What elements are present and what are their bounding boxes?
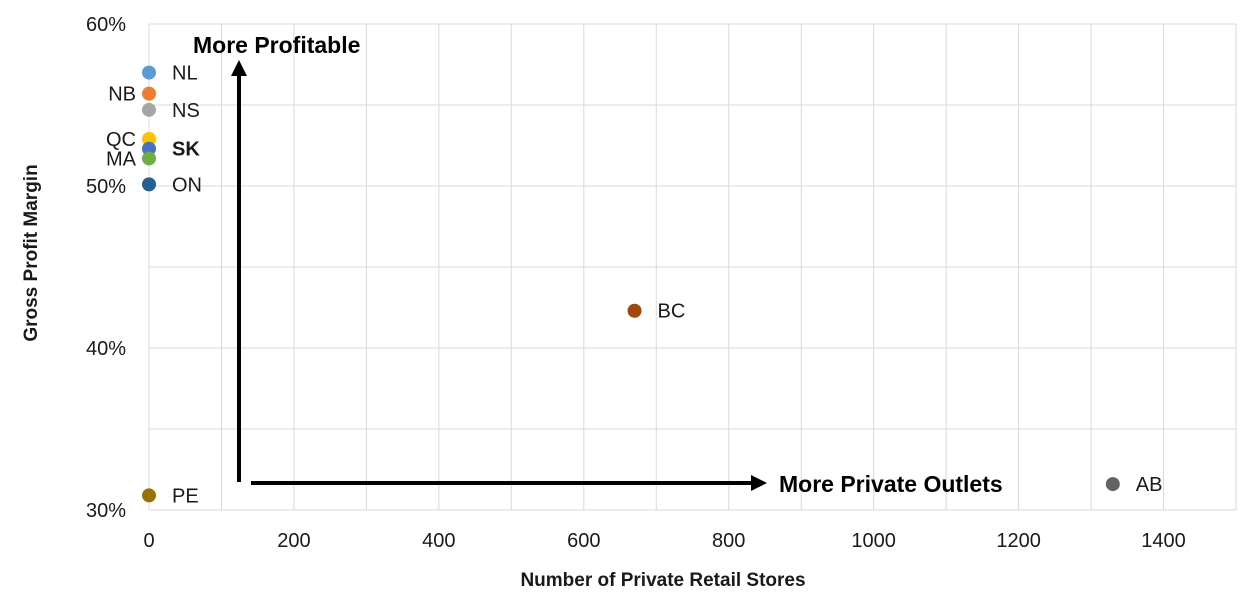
annotation-arrows	[231, 60, 767, 491]
y-tick-label: 50%	[86, 176, 126, 198]
up-arrow-head	[231, 60, 247, 76]
right-arrow-head	[751, 475, 767, 491]
x-tick-label: 1200	[996, 530, 1041, 552]
label-nl: NL	[172, 63, 198, 85]
y-tick-label: 40%	[86, 338, 126, 360]
x-axis-title: Number of Private Retail Stores	[520, 570, 805, 591]
label-qc: QC	[106, 129, 136, 151]
y-tick-label: 30%	[86, 500, 126, 522]
point-ns	[142, 102, 156, 117]
point-ab	[1105, 477, 1120, 492]
x-tick-label: 1000	[851, 530, 896, 552]
y-tick-label: 60%	[86, 14, 126, 36]
x-tick-label: 200	[277, 530, 310, 552]
y-tick-labels: 30% 40% 50% 60%	[86, 14, 126, 522]
grid-lines	[148, 23, 1237, 511]
point-nb	[142, 86, 156, 101]
x-tick-label: 600	[567, 530, 600, 552]
point-on	[142, 177, 156, 192]
y-axis-title: Gross Profit Margin	[21, 164, 42, 341]
x-tick-label: 0	[143, 530, 154, 552]
label-bc: BC	[658, 301, 686, 323]
x-tick-labels: 0 200 400 600 800 1000 1200 1400	[143, 530, 1185, 552]
x-tick-label: 400	[422, 530, 455, 552]
label-ns: NS	[172, 100, 200, 122]
x-tick-label: 1400	[1141, 530, 1186, 552]
x-tick-label: 800	[712, 530, 745, 552]
label-on: ON	[172, 174, 202, 196]
point-ma	[142, 151, 156, 166]
point-nl	[142, 65, 156, 80]
more-private-outlets-label: More Private Outlets	[779, 471, 1003, 497]
point-bc	[627, 303, 642, 318]
point-sk	[142, 141, 156, 156]
point-qc	[142, 132, 156, 147]
point-pe	[142, 488, 156, 503]
label-nb: NB	[108, 84, 136, 106]
data-labels: NL NB NS QC SK MA ON BC PE AB	[106, 63, 1162, 508]
more-profitable-label: More Profitable	[193, 32, 360, 58]
data-points	[142, 65, 1120, 503]
label-ma: MA	[106, 148, 137, 170]
label-sk: SK	[172, 139, 200, 161]
label-ab: AB	[1136, 474, 1163, 496]
label-pe: PE	[172, 485, 199, 507]
